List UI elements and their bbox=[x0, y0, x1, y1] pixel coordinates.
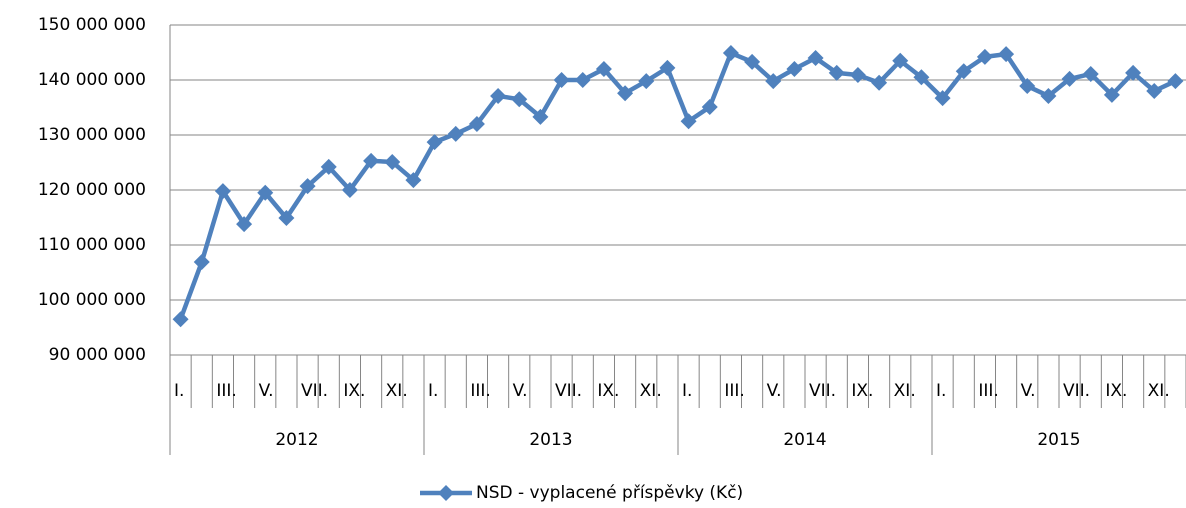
marker bbox=[976, 48, 993, 65]
marker bbox=[341, 182, 358, 198]
marker bbox=[828, 64, 845, 81]
y-tick-label: 150 000 000 bbox=[38, 15, 146, 35]
marker bbox=[574, 72, 591, 88]
marker bbox=[490, 87, 507, 104]
x-tick-label: V. bbox=[513, 381, 528, 401]
marker bbox=[595, 61, 612, 77]
marker bbox=[744, 53, 761, 70]
marker bbox=[871, 74, 888, 91]
marker bbox=[384, 153, 401, 170]
marker bbox=[214, 183, 231, 200]
x-tick-label: XI. bbox=[894, 381, 916, 401]
x-tick-label: IX. bbox=[851, 381, 873, 401]
x-tick-label: V. bbox=[1021, 381, 1036, 401]
marker bbox=[722, 45, 739, 62]
marker bbox=[659, 59, 676, 76]
marker bbox=[1103, 86, 1120, 103]
x-tick-label: III. bbox=[978, 381, 998, 401]
y-tick-label: 120 000 000 bbox=[38, 180, 146, 200]
y-tick-label: 110 000 000 bbox=[38, 235, 146, 255]
x-tick-label: IX. bbox=[597, 381, 619, 401]
marker bbox=[193, 254, 210, 271]
marker bbox=[553, 72, 570, 88]
x-tick-label: I. bbox=[174, 381, 184, 401]
marker bbox=[955, 63, 972, 80]
marker bbox=[1040, 87, 1057, 104]
marker bbox=[617, 85, 634, 102]
marker bbox=[511, 91, 528, 108]
marker bbox=[278, 210, 295, 227]
marker bbox=[1061, 70, 1078, 87]
x-tick-label: IX. bbox=[1105, 381, 1127, 401]
x-tick-label: VII. bbox=[555, 381, 582, 401]
x-group-label: 2012 bbox=[275, 430, 318, 450]
marker bbox=[532, 108, 549, 125]
marker bbox=[1125, 64, 1142, 81]
marker bbox=[701, 98, 718, 115]
y-tick-label: 100 000 000 bbox=[38, 290, 146, 310]
x-group-label: 2015 bbox=[1037, 430, 1080, 450]
marker bbox=[765, 73, 782, 90]
x-tick-label: VII. bbox=[1063, 381, 1090, 401]
marker bbox=[786, 61, 803, 77]
x-tick-label: I. bbox=[682, 381, 692, 401]
x-tick-label: VII. bbox=[809, 381, 836, 401]
x-group-label: 2013 bbox=[529, 430, 572, 450]
marker bbox=[426, 134, 443, 151]
marker bbox=[405, 172, 422, 189]
marker bbox=[1146, 83, 1163, 99]
marker bbox=[638, 73, 655, 90]
marker bbox=[934, 90, 951, 107]
x-tick-label: I. bbox=[936, 381, 946, 401]
x-tick-label: V. bbox=[259, 381, 274, 401]
marker bbox=[299, 178, 316, 195]
marker bbox=[1019, 78, 1036, 95]
marker bbox=[1167, 73, 1184, 90]
marker bbox=[807, 50, 824, 66]
marker bbox=[680, 113, 697, 130]
x-tick-label: XI. bbox=[386, 381, 408, 401]
legend-marker bbox=[438, 485, 454, 501]
x-tick-label: XI. bbox=[640, 381, 662, 401]
x-tick-label: V. bbox=[767, 381, 782, 401]
x-tick-label: III. bbox=[724, 381, 744, 401]
marker bbox=[172, 311, 189, 328]
x-tick-label: XI. bbox=[1148, 381, 1170, 401]
marker bbox=[913, 69, 930, 86]
marker bbox=[447, 125, 464, 142]
x-tick-label: III. bbox=[216, 381, 236, 401]
marker bbox=[892, 52, 909, 69]
marker bbox=[320, 158, 337, 175]
x-tick-label: I. bbox=[428, 381, 438, 401]
y-tick-label: 90 000 000 bbox=[49, 345, 146, 365]
x-tick-label: VII. bbox=[301, 381, 328, 401]
marker bbox=[363, 152, 380, 169]
y-tick-label: 140 000 000 bbox=[38, 70, 146, 90]
marker bbox=[236, 216, 253, 233]
marker bbox=[1082, 65, 1099, 82]
x-tick-label: IX. bbox=[343, 381, 365, 401]
marker bbox=[849, 67, 866, 84]
x-tick-label: III. bbox=[470, 381, 490, 401]
legend-label: NSD - vyplacené příspěvky (Kč) bbox=[476, 483, 743, 503]
x-group-label: 2014 bbox=[783, 430, 826, 450]
marker bbox=[468, 116, 485, 132]
marker bbox=[257, 184, 274, 201]
y-tick-label: 130 000 000 bbox=[38, 125, 146, 145]
marker bbox=[998, 46, 1015, 63]
